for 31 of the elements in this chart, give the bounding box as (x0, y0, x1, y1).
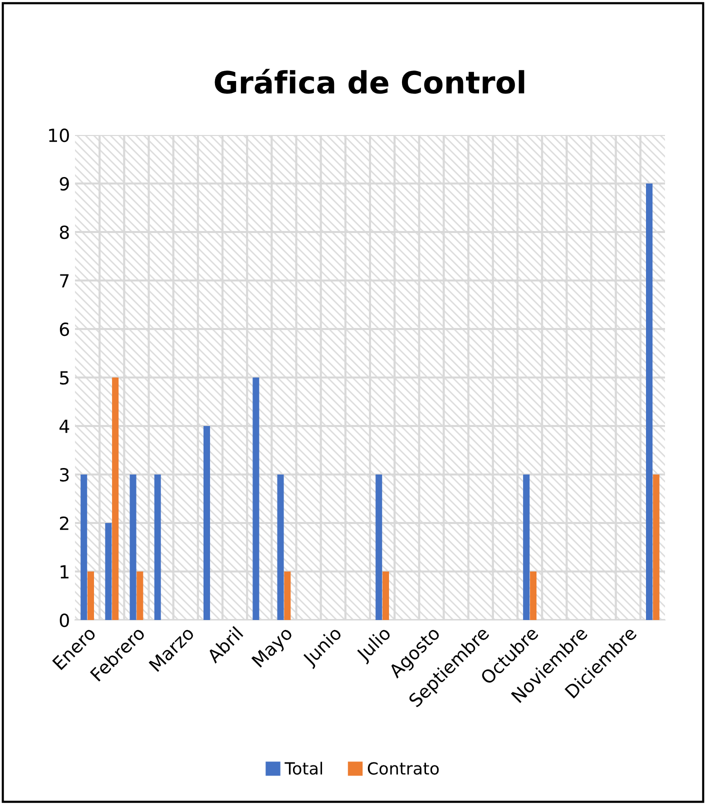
bar (87, 572, 94, 620)
bar (530, 572, 537, 620)
bar (136, 572, 144, 620)
bar (130, 474, 136, 620)
y-tick-label: 10 (49, 128, 69, 142)
chart-title: Gráfica de Control (214, 68, 524, 94)
bar (252, 378, 260, 620)
legend-label: Total (284, 762, 322, 775)
bar (284, 572, 291, 620)
bar (277, 474, 284, 620)
bar (80, 474, 88, 620)
bar (105, 523, 112, 620)
bar (523, 474, 530, 620)
y-tick-label: 0 (60, 613, 69, 628)
y-tick-label: 6 (60, 322, 69, 336)
bar (646, 184, 653, 620)
y-tick-label: 2 (60, 516, 68, 530)
y-tick-label: 9 (60, 176, 69, 191)
y-tick-label: 1 (60, 565, 68, 578)
bar (203, 426, 210, 620)
y-tick-label: 4 (60, 420, 70, 433)
bar (112, 378, 119, 620)
legend-label: Contrato (368, 762, 439, 775)
y-tick-label: 5 (60, 371, 69, 385)
y-tick-label: 7 (60, 274, 69, 288)
bar (652, 474, 660, 620)
bar (382, 572, 390, 620)
bar (376, 474, 382, 620)
y-tick-label: 8 (60, 225, 69, 240)
bar (154, 474, 161, 620)
y-tick-label: 3 (60, 468, 69, 482)
